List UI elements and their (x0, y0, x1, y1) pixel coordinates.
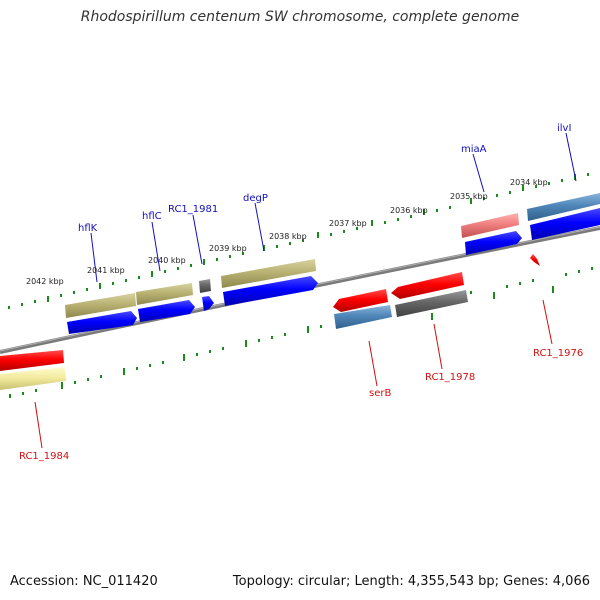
feature-salmon-miaA[interactable] (461, 213, 519, 238)
scale-label-2041: 2041 kbp (87, 266, 125, 275)
gene-arrow-RC1_1978[interactable] (391, 272, 464, 299)
feature-steel-serB[interactable] (334, 305, 392, 329)
gene-arrow-degP[interactable] (223, 276, 318, 306)
gene-label-serB[interactable]: serB (369, 388, 391, 399)
gene-arrow-RC1_1976[interactable] (530, 254, 540, 266)
outer-ring-features (65, 193, 600, 318)
gene-label-ilvI[interactable]: ilvI (557, 123, 571, 134)
gene-arrow-RC1_1981[interactable] (202, 296, 214, 311)
forward-gene-labels: hflK hflC RC1_1981 degP miaA ilvI (78, 123, 571, 234)
scale-label-2034: 2034 kbp (510, 178, 548, 187)
gene-arrow-serB[interactable] (333, 289, 388, 312)
gene-label-RC1_1976[interactable]: RC1_1976 (533, 348, 583, 359)
scale-label-2037: 2037 kbp (329, 219, 367, 228)
gene-label-miaA[interactable]: miaA (461, 144, 487, 155)
feature-khaki-degP[interactable] (221, 259, 316, 288)
feature-gray-RC1_1978[interactable] (395, 290, 468, 317)
reverse-genes (0, 254, 540, 390)
reverse-label-leaders (34, 299, 553, 449)
forward-scale-ticks (8, 173, 589, 309)
feature-gray-RC1_1981[interactable] (199, 279, 211, 293)
gene-label-RC1_1978[interactable]: RC1_1978 (425, 372, 475, 383)
gene-arrow-hflK[interactable] (67, 311, 137, 334)
gene-arrow-hflC[interactable] (138, 300, 195, 322)
gene-arrow-RC1_1984[interactable] (0, 350, 64, 371)
gene-label-hflC[interactable]: hflC (142, 211, 162, 222)
feature-khaki-hflK[interactable] (65, 293, 136, 318)
gene-arrow-miaA[interactable] (465, 231, 522, 255)
gene-arrow-ilvI[interactable] (530, 208, 600, 240)
scale-label-2038: 2038 kbp (269, 232, 307, 241)
feature-khaki-hflC[interactable] (136, 283, 193, 305)
scale-label-2042: 2042 kbp (26, 277, 64, 286)
gene-label-degP[interactable]: degP (243, 193, 268, 204)
scale-labels: 2042 kbp 2041 kbp 2040 kbp 2039 kbp 2038… (26, 178, 548, 286)
feature-yellow-RC1_1984[interactable] (0, 367, 66, 390)
forward-label-leaders (90, 132, 577, 283)
scale-label-2035: 2035 kbp (450, 192, 488, 201)
reverse-gene-labels: RC1_1984 serB RC1_1978 RC1_1976 (19, 348, 583, 462)
map-title: Rhodospirillum centenum SW chromosome, c… (80, 9, 520, 25)
scale-label-2039: 2039 kbp (209, 244, 247, 253)
gene-label-RC1_1981[interactable]: RC1_1981 (168, 204, 218, 215)
accession-text: Accession: NC_011420 (10, 574, 158, 589)
gene-label-hflK[interactable]: hflK (78, 223, 98, 234)
feature-steel-ilvI[interactable] (527, 193, 600, 221)
scale-label-2040: 2040 kbp (148, 256, 186, 265)
scale-label-2036: 2036 kbp (390, 206, 428, 215)
gene-label-RC1_1984[interactable]: RC1_1984 (19, 451, 69, 462)
forward-genes (67, 208, 600, 334)
genome-summary-text: Topology: circular; Length: 4,355,543 bp… (232, 574, 590, 589)
